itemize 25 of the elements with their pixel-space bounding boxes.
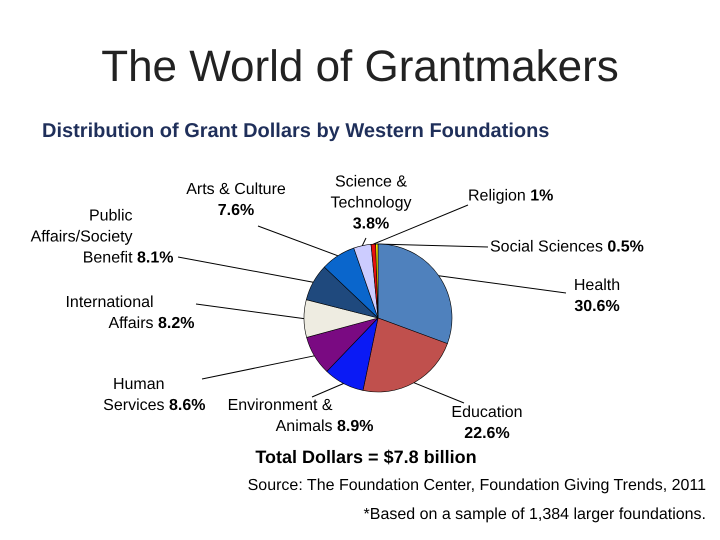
data-label: 7.6% <box>218 202 254 219</box>
source-note: Source: The Foundation Center, Foundation Giving Trends, 2011 <box>248 477 706 495</box>
slice-label: Science & Technology <box>330 172 412 214</box>
slice-label: Social Sciences <box>490 238 603 258</box>
slice-label: Public Affairs/Society Benefit <box>30 206 133 268</box>
slice-label: Religion <box>468 186 526 206</box>
data-label: 0.5% <box>607 238 644 256</box>
data-label: 22.6% <box>464 425 510 442</box>
chart-title: The World of Grantmakers <box>100 41 620 93</box>
data-label: 8.1% <box>136 250 174 266</box>
data-label: 8.9% <box>336 418 374 435</box>
slice-label: Arts & Culture <box>186 180 286 200</box>
slice-label: Environment & Animals <box>226 396 333 437</box>
slice-label: Health <box>574 276 620 296</box>
text: Total Dollars = $7.8 billion <box>254 447 478 468</box>
data-label: 1% <box>530 188 554 204</box>
data-label: 8.6% <box>168 397 206 414</box>
text: *Based on a sample of 1,384 larger foundations. <box>364 506 706 524</box>
slice-label: Human Services <box>102 375 165 416</box>
data-label: 30.6% <box>574 298 620 315</box>
data-label: 3.8% <box>352 216 390 232</box>
chart-subtitle: Distribution of Grant Dollars by Western Foundations <box>42 120 550 143</box>
slice-label: Education <box>451 403 523 423</box>
data-label: 8.2% <box>158 315 194 332</box>
slice-label: International Affairs <box>64 293 154 334</box>
